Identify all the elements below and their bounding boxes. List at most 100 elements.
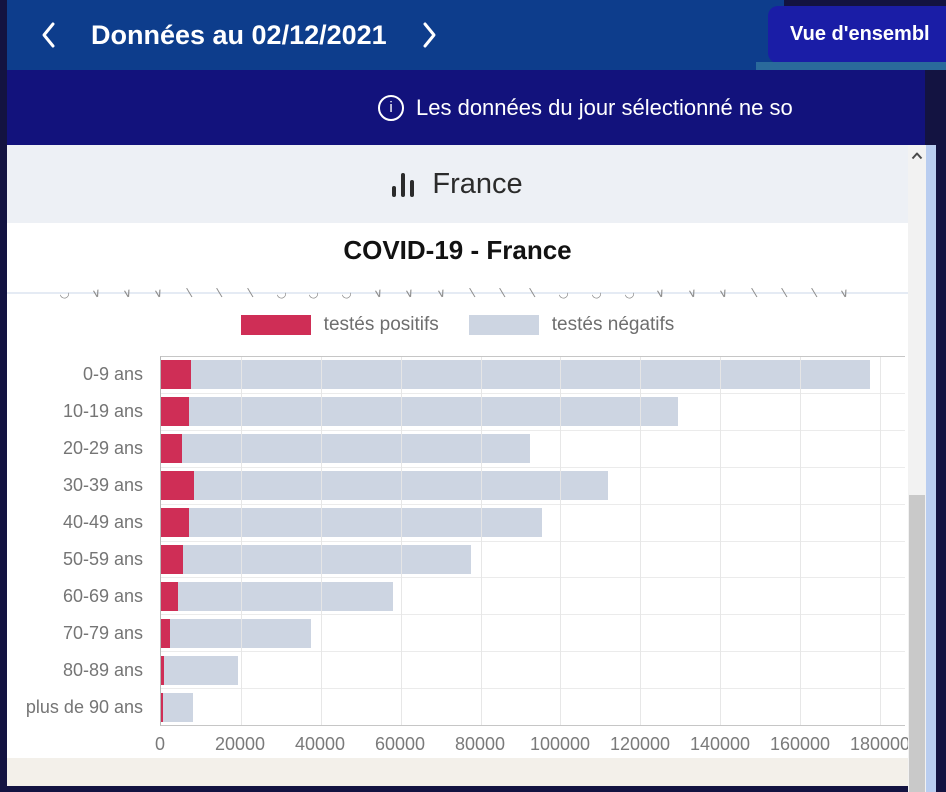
gridline: [640, 357, 642, 725]
plot-area: [160, 356, 905, 726]
x-axis-tick-label: 80000: [454, 734, 506, 754]
legend-swatch: [240, 315, 311, 335]
bar-chart-icon: [392, 171, 415, 197]
scrollbar-thumb[interactable]: [909, 495, 925, 792]
bar-row: [161, 468, 905, 505]
bar-segment-positive: [161, 692, 163, 722]
clipped-tick-mark: ◡: [59, 284, 72, 302]
y-axis-label: 80-89 ans: [62, 660, 143, 680]
x-axis-tick-label: 160000: [769, 734, 831, 754]
bar-segment-negative: [181, 434, 531, 464]
x-axis-tick-label: 140000: [689, 734, 751, 754]
x-axis-tick-label: 20000: [214, 734, 266, 754]
bar-segment-negative: [182, 544, 471, 574]
clipped-tick-mark: ∨: [717, 285, 730, 301]
overview-button[interactable]: Vue d'ensembl: [768, 6, 946, 63]
x-axis-tick-label: 40000: [294, 734, 346, 754]
gridline: [400, 357, 402, 725]
legend-label: testés positifs: [323, 314, 439, 335]
bar-row: [161, 542, 905, 579]
y-axis-label: 30-39 ans: [62, 475, 143, 495]
clipped-tick-mark: ∖: [183, 285, 195, 301]
stacked-bar: [161, 508, 905, 538]
vertical-scrollbar[interactable]: [908, 145, 926, 792]
clipped-tick-mark: ∖: [213, 285, 225, 301]
clipped-tick-mark: ∨: [152, 285, 165, 301]
scrollbar-up-button[interactable]: [908, 145, 926, 167]
info-icon: i: [378, 94, 404, 121]
clipped-tick-mark: ∨: [90, 285, 103, 301]
stacked-bar: [161, 544, 905, 574]
clipped-tick-mark: ∨: [121, 285, 134, 301]
legend-label: testés négatifs: [551, 314, 675, 335]
bar-row: [161, 357, 905, 394]
clipped-tick-mark: ◡: [306, 284, 321, 302]
gridline: [800, 357, 802, 725]
bar-segment-negative: [169, 618, 311, 648]
gridline: [240, 357, 242, 725]
next-day-button[interactable]: [417, 18, 443, 52]
stacked-bar: [161, 692, 905, 722]
clipped-tick-mark: ◡: [339, 284, 354, 302]
clipped-tick-mark: ∨: [403, 285, 416, 301]
date-navigation-bar: Données au 02/12/2021: [7, 0, 784, 70]
y-axis-label: 50-59 ans: [62, 549, 143, 569]
y-axis-label: plus de 90 ans: [25, 697, 143, 717]
y-axis-label: 10-19 ans: [62, 401, 143, 421]
x-axis-tick-label: 0: [154, 734, 166, 754]
clipped-tick-mark: ∨: [838, 285, 849, 301]
gridline: [480, 357, 482, 725]
chart-legend: testés positifs testés négatifs: [7, 312, 908, 338]
bar-row: [161, 652, 905, 690]
region-title: France: [432, 167, 523, 200]
stacked-bar: [161, 397, 905, 427]
bar-row: [161, 578, 905, 616]
x-axis-tick-label: 60000: [374, 734, 426, 754]
bar-segment-negative: [188, 397, 679, 427]
selected-date-label: Données au 02/12/2021: [91, 19, 387, 50]
clipped-tick-mark: ◡: [273, 284, 288, 302]
y-axis-label: 70-79 ans: [62, 623, 143, 643]
stacked-bar: [161, 360, 905, 390]
clipped-axis-divider: [7, 292, 908, 294]
stacked-bar: [161, 655, 905, 685]
stacked-bar: [161, 434, 905, 464]
stacked-bar: [161, 581, 905, 611]
clipped-tick-mark: ∨: [686, 285, 698, 301]
x-axis-tick-label: 100000: [529, 734, 591, 754]
bar-segment-positive: [161, 471, 194, 501]
y-axis-label: 40-49 ans: [62, 512, 143, 532]
x-axis-labels: 0 20000 40000 60000 80000 100000 120000 140000 1…: [155, 734, 910, 756]
bar-segment-negative: [190, 360, 871, 390]
clipped-tick-mark: ∨: [434, 285, 447, 301]
stacked-bar: [161, 618, 905, 648]
bar-segment-positive: [161, 508, 189, 538]
clipped-axis-tick-marks: ◡ ∨ ∨ ∨ ∖ ∖ ∖ ◡ ◡ ◡ ∨ ∨ ∨ ∖ ∖ ∖ ◡ ◡ ◡ ∨ ∨ ∨ ∖ ∖ ∖ ∨: [59, 284, 849, 302]
previous-day-button[interactable]: [35, 18, 61, 52]
gridline: [560, 357, 562, 725]
clipped-tick-mark: ∖: [496, 285, 507, 301]
x-axis-tick-label: 120000: [609, 734, 671, 754]
bar-segment-positive: [161, 655, 165, 685]
legend-swatch: [468, 315, 539, 335]
bar-segment-positive: [161, 618, 170, 648]
gridline: [320, 357, 322, 725]
bar-segment-positive: [161, 360, 191, 390]
clipped-tick-mark: ∨: [654, 285, 667, 301]
chevron-up-icon: [911, 152, 923, 160]
bar-row: [161, 615, 905, 653]
clipped-tick-mark: ∖: [748, 285, 760, 301]
bar-row: [161, 689, 905, 725]
clipped-tick-mark: ∨: [372, 285, 385, 301]
clipped-tick-mark: ∖: [243, 285, 255, 301]
stacked-bar: [161, 471, 905, 501]
x-axis-tick-label: 180000: [849, 734, 911, 754]
legend-item-positive[interactable]: testés positifs: [240, 314, 439, 336]
bottom-background-strip: [7, 758, 908, 786]
bar-row: [161, 505, 905, 542]
chart-title: COVID-19 - France: [343, 235, 572, 265]
legend-item-negative[interactable]: testés négatifs: [468, 314, 675, 336]
bar-segment-positive: [161, 397, 189, 427]
bar-segment-negative: [164, 655, 238, 685]
